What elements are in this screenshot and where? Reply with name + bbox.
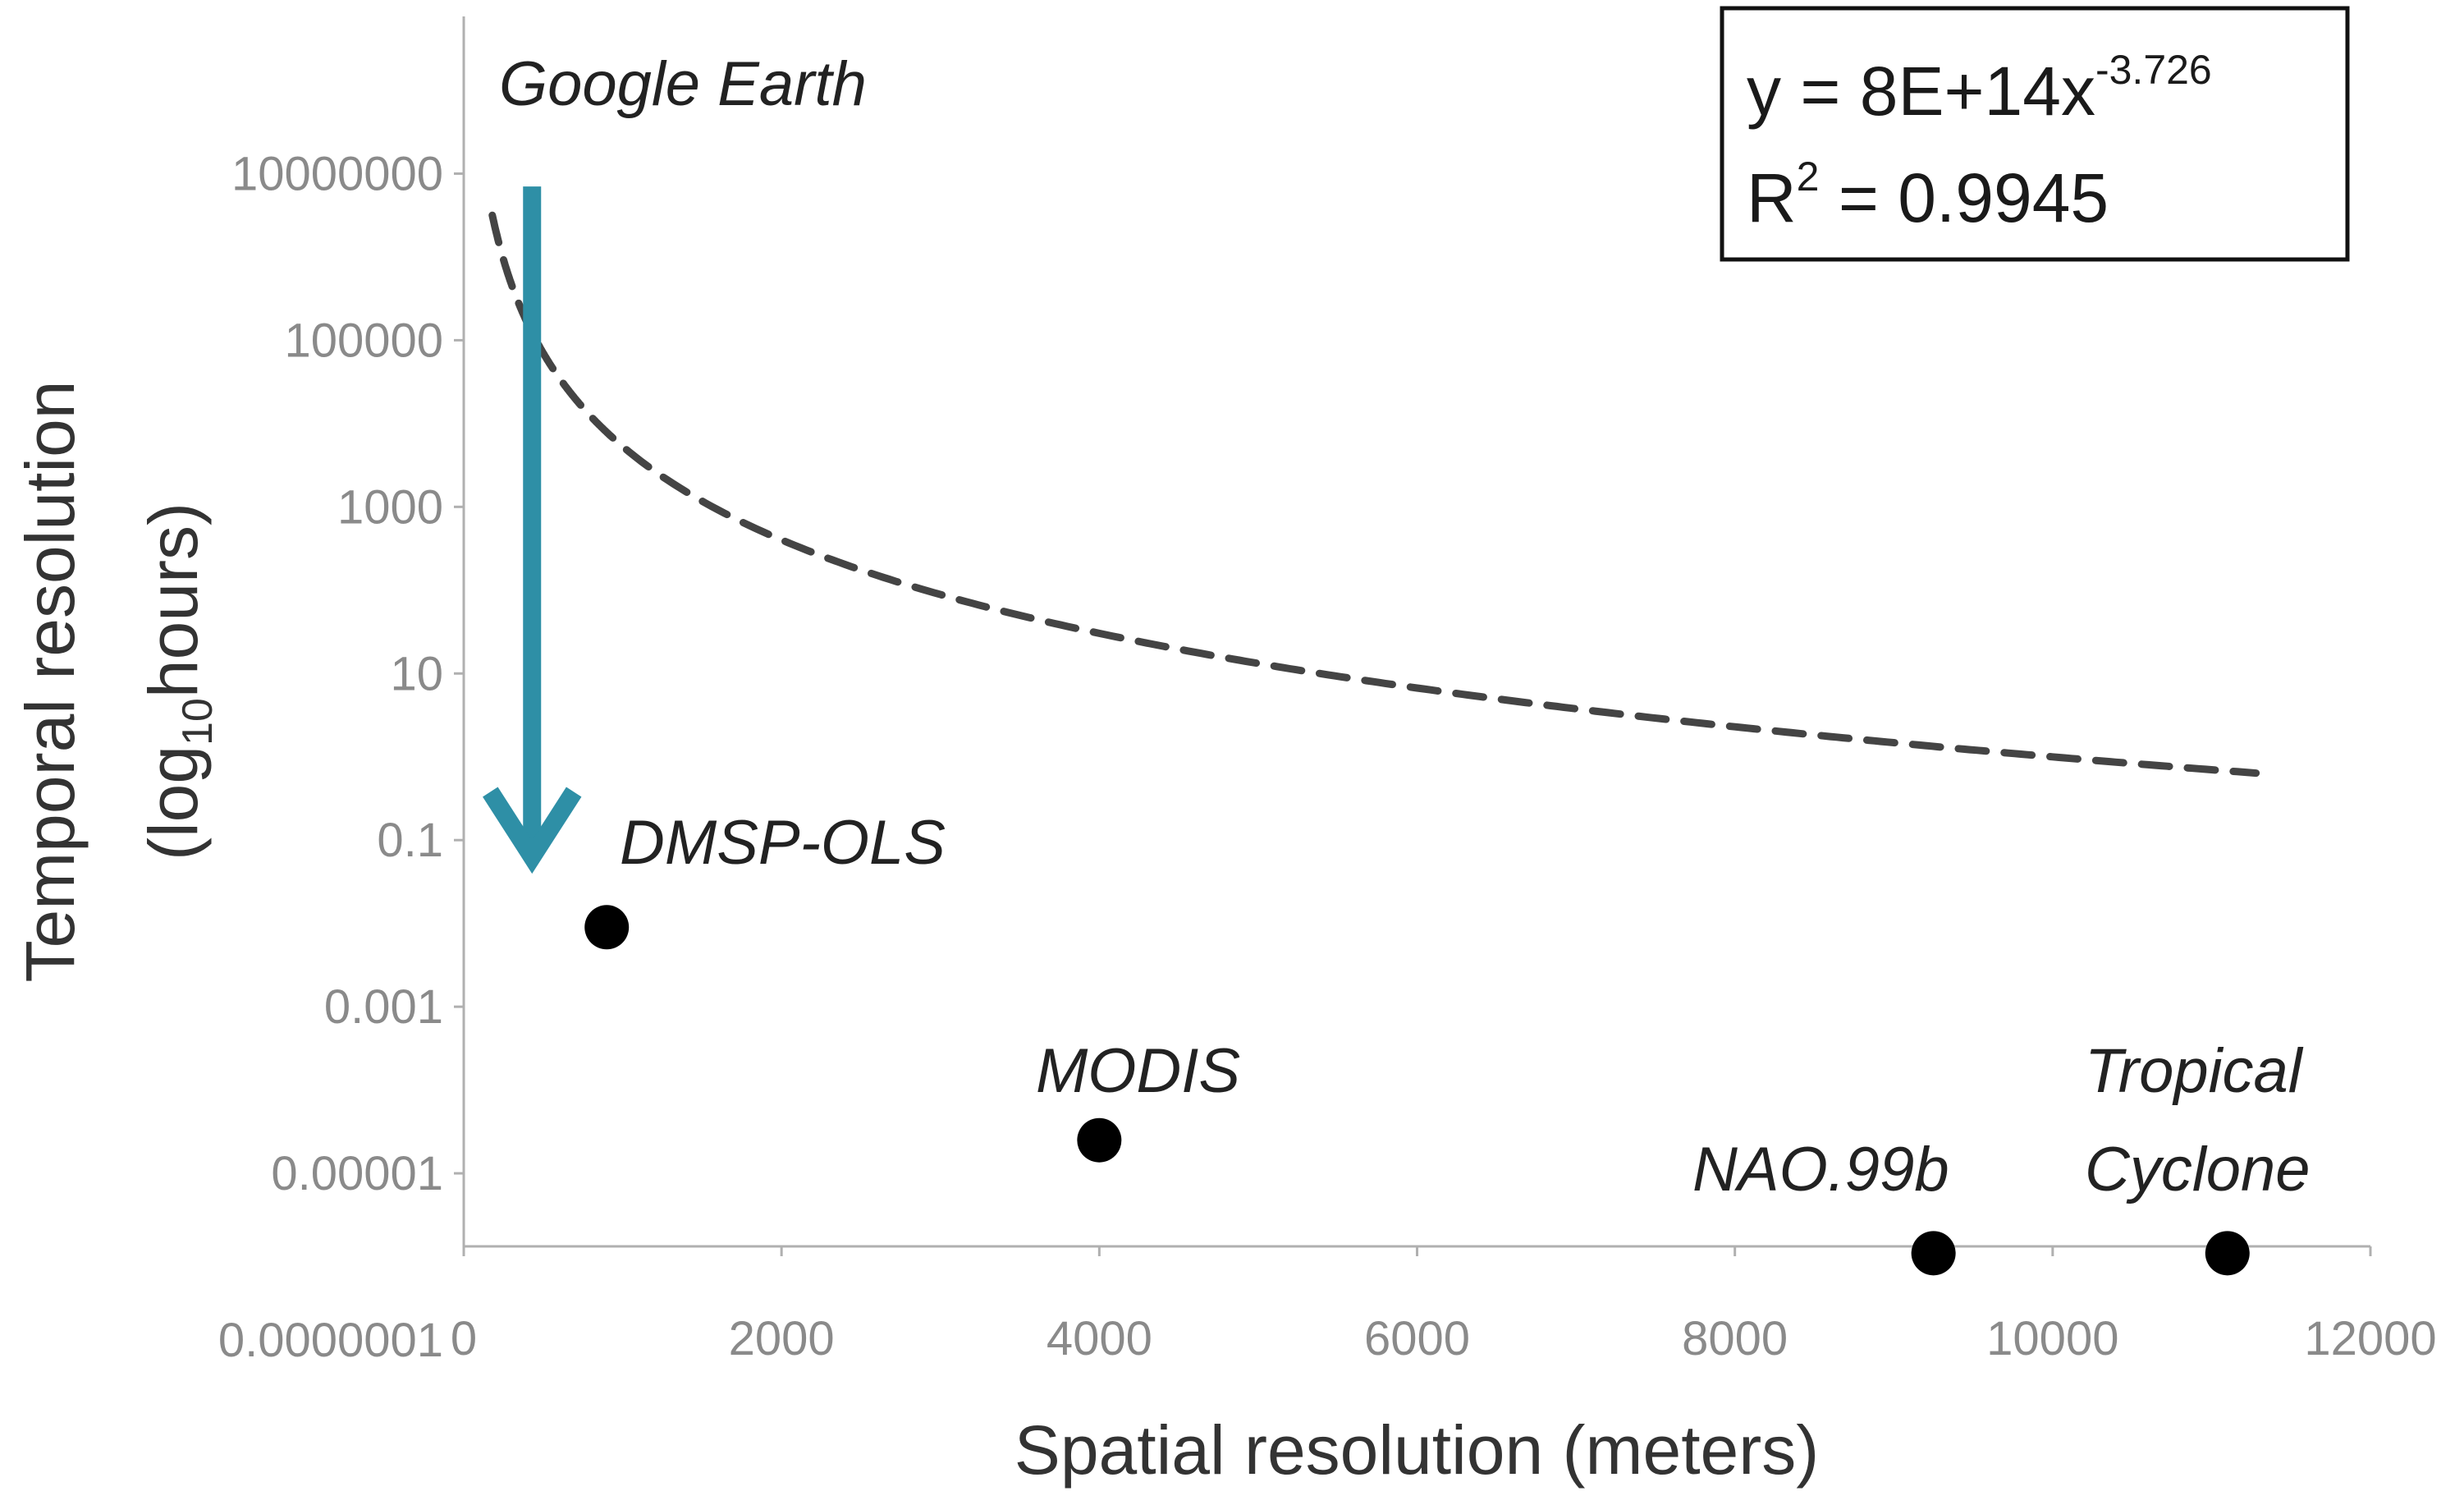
google-earth-arrow: [483, 186, 582, 874]
data-point-tropical-cyclone: [2205, 1231, 2250, 1276]
r-squared-exponent: 2: [1797, 154, 1820, 200]
equation-box: y = 8E+14x-3.726 R2 = 0.9945: [1720, 6, 2350, 262]
x-tick-label: 12000: [2304, 1312, 2436, 1365]
equation-line: y = 8E+14x-3.726: [1747, 47, 2212, 130]
y-axis-title: Temporal resolution (log10hours): [11, 380, 222, 982]
x-tick-label: 4000: [1047, 1312, 1152, 1365]
y-axis-title-sub: 10: [174, 698, 222, 746]
y-tick-label: 1000: [337, 480, 443, 534]
x-tick-label: 8000: [1682, 1312, 1788, 1365]
y-tick-label: 100000: [284, 314, 443, 367]
x-tick-label: 0: [451, 1312, 477, 1365]
data-point-nao-99b: [1911, 1231, 1956, 1276]
x-tick-label: 2000: [729, 1312, 835, 1365]
equation-text: y = 8E+14x: [1747, 53, 2095, 130]
r-squared-r: R: [1747, 159, 1797, 236]
data-points: [584, 905, 2250, 1276]
point-label-tropical-line1: Tropical: [2085, 1036, 2304, 1106]
y-axis-title-line2: (log10hours): [135, 502, 222, 860]
y-axis-title-line1: Temporal resolution: [11, 380, 89, 982]
y-tick-label: 0.1: [377, 814, 443, 867]
x-axis-title: Spatial resolution (meters): [1014, 1411, 1819, 1489]
y-tick-label: 0.0000001: [218, 1314, 443, 1367]
data-point-dmsp-ols: [584, 905, 630, 950]
arrow-head: [483, 787, 582, 874]
equation-exponent: -3.726: [2095, 47, 2212, 93]
y-tick-label: 10: [390, 647, 443, 700]
power-trendline: [488, 211, 2260, 778]
x-tick-label: 10000: [1986, 1312, 2118, 1365]
point-label-tropical-line2: Cyclone: [2085, 1135, 2311, 1204]
y-axis-title-pre: (log: [135, 746, 212, 860]
point-label-nao-99b: NAO.99b: [1692, 1135, 1949, 1204]
equation-box-frame: [1720, 6, 2350, 262]
x-tick-label: 6000: [1364, 1312, 1470, 1365]
y-axis-title-post: hours): [135, 502, 212, 698]
r-squared-value: = 0.9945: [1819, 159, 2109, 236]
r-squared-line: R2 = 0.9945: [1747, 154, 2109, 236]
y-tick-label: 0.00001: [271, 1147, 443, 1200]
x-ticks: 0 2000 4000 6000 8000 10000 12000: [451, 1246, 2437, 1365]
y-tick-label: 10000000: [231, 147, 443, 200]
point-label-modis: MODIS: [1036, 1036, 1240, 1106]
y-tick-label: 0.001: [324, 980, 443, 1034]
google-earth-label: Google Earth: [499, 49, 867, 119]
data-point-modis: [1077, 1117, 1122, 1163]
point-label-dmsp-ols: DMSP-OLS: [620, 808, 946, 878]
y-ticks: 0.0000001 0.00001 0.001 0.1 10 1000 100000 1000…: [218, 147, 464, 1367]
